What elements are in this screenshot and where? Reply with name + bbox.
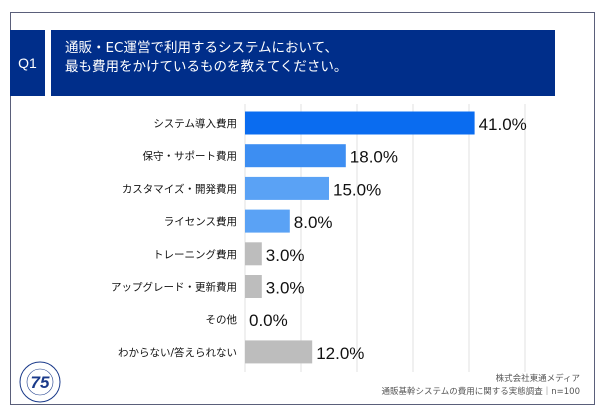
bar: [245, 275, 262, 298]
data-label: 41.0%: [479, 115, 527, 134]
bar: [245, 340, 313, 364]
category-label: わからない/答えられない: [118, 346, 237, 359]
bar: [245, 209, 290, 233]
question-title: 通販・EC運営で利用するシステムにおいて、 最も費用をかけているものを教えてくだ…: [51, 30, 555, 96]
data-label: 15.0%: [333, 180, 381, 199]
data-label: 0.0%: [249, 311, 288, 330]
category-label: システム導入費用: [153, 117, 237, 130]
title-line-1: 通販・EC運営で利用するシステムにおいて、: [65, 40, 338, 56]
data-label: 18.0%: [350, 148, 398, 167]
bar: [245, 176, 329, 200]
data-label: 3.0%: [266, 279, 305, 298]
company-name: 株式会社東通メディア: [495, 374, 580, 384]
company-logo: 75: [19, 361, 61, 403]
chart-frame: [10, 12, 595, 405]
svg-text:75: 75: [31, 373, 50, 392]
data-label: 3.0%: [266, 246, 305, 265]
bar: [245, 242, 262, 266]
category-label: その他: [206, 313, 238, 326]
category-label: ライセンス費用: [164, 215, 237, 228]
category-label: 保守・サポート費用: [143, 150, 238, 163]
source-note: 株式会社東通メディア 通販基幹システムの費用に関する実態調査｜n=100: [382, 373, 580, 399]
data-label: 8.0%: [294, 213, 333, 232]
category-label: カスタマイズ・開発費用: [122, 182, 237, 195]
data-label: 12.0%: [316, 344, 364, 363]
category-label: アップグレード・更新費用: [111, 281, 237, 294]
survey-name: 通販基幹システムの費用に関する実態調査｜n=100: [381, 387, 580, 397]
title-line-2: 最も費用をかけているものを教えてください。: [65, 59, 348, 75]
category-label: トレーニング費用: [153, 248, 237, 261]
bar: [245, 144, 346, 168]
question-number: Q1: [10, 30, 45, 96]
bar: [245, 111, 475, 135]
